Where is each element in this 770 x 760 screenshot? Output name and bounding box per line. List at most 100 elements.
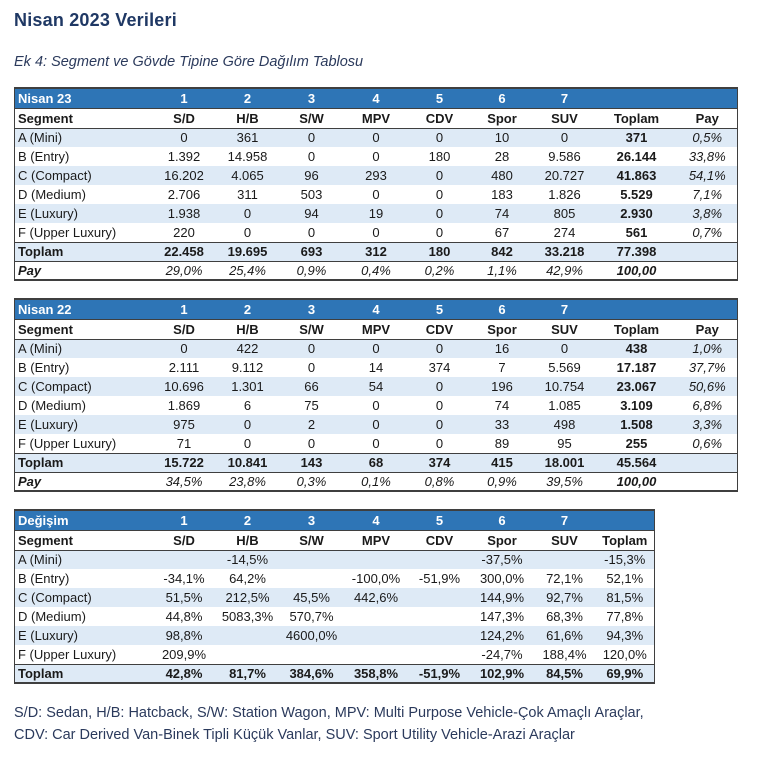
toplam-value-cell: 374	[408, 452, 471, 473]
table-row: C (Compact) 16.202 4.065 96 293 0 480 20.727 41.…	[14, 166, 738, 185]
table-row: B (Entry) 1.392 14.958 0 0 180 28 9.586 26.144 33…	[15, 147, 738, 166]
toplam-row: Toplam 22.458 19.695 693 312 180 842 33.218 77.3…	[14, 241, 738, 262]
col-header: MPV	[343, 319, 409, 340]
col-header: Spor	[470, 319, 534, 340]
pay-label-cell: Pay	[14, 261, 153, 280]
table-row: B (Entry) 2.111 9.112 0 14 374 7 5.569 17.187 37,…	[15, 358, 738, 377]
value-cell	[408, 588, 471, 607]
table-nisan-23: Nisan 23 1 2 3 4 5 6 7 Segment S/D H/B S/W MPV CDV Spo…	[14, 87, 738, 281]
value-cell: 438	[595, 339, 678, 358]
col-number: 3	[279, 510, 344, 531]
value-cell	[409, 645, 471, 664]
value-cell: 1.938	[152, 204, 216, 223]
value-cell: 1.826	[548, 187, 581, 202]
value-cell: -100,0%	[351, 571, 401, 586]
col-header: S/D	[152, 108, 216, 129]
segment-cell: E (Luxury)	[14, 626, 153, 645]
toplam-value-cell: 45.564	[595, 452, 678, 473]
value-cell: 422	[215, 339, 280, 358]
value-cell: 74	[470, 204, 534, 223]
segment-cell: A (Mini)	[14, 128, 153, 147]
toplam-row: Toplam 42,8% 81,7% 384,6% 358,8% -51,9% 102,9%…	[14, 663, 655, 684]
col-header: H/B	[215, 530, 280, 551]
col-number: 7	[533, 510, 596, 531]
pay-value-cell: 0,9%	[279, 261, 344, 280]
col-header: CDV	[408, 108, 471, 129]
table-row: A (Mini) 0 361 0 0 0 10 0 371 0,5%	[14, 128, 738, 147]
col-header: SUV	[533, 530, 596, 551]
pay-value-cell: 25,4%	[215, 261, 280, 280]
column-header-row: Segment S/D H/B S/W MPV CDV Spor SUV Toplam Pay	[14, 108, 738, 129]
value-cell: 2.111	[168, 360, 200, 375]
value-cell: 16.202	[152, 166, 216, 185]
value-cell: 75	[304, 398, 319, 413]
value-cell: 51,5%	[152, 588, 216, 607]
table-row: E (Luxury) 1.938 0 94 19 0 74 805 2.930 3,8%	[14, 204, 738, 223]
value-cell: 26.144	[616, 149, 657, 164]
toplam-value-cell: 102,9%	[470, 663, 534, 684]
value-cell: 480	[470, 166, 534, 185]
pay-value-cell: 23,8%	[215, 472, 280, 491]
value-cell: 10.754	[533, 377, 596, 396]
value-cell: 67	[494, 224, 510, 240]
value-cell: 300,0%	[479, 571, 525, 586]
value-cell: 0	[408, 415, 471, 434]
value-cell: 0	[435, 435, 444, 451]
pay-value-cell: 42,9%	[533, 261, 596, 280]
pay-value-cell: 34,5%	[152, 472, 216, 491]
footnote-line-2: CDV: Car Derived Van-Binek Tipli Küçük V…	[14, 726, 575, 743]
value-cell: 94	[279, 204, 344, 223]
value-cell: 89	[494, 435, 510, 451]
value-cell: 561	[625, 224, 648, 240]
pay-value-cell: 29,0%	[152, 261, 216, 280]
table-row: A (Mini) 0 422 0 0 0 16 0 438 1,0%	[14, 339, 738, 358]
value-cell: 0	[408, 377, 471, 396]
col-number: 1	[152, 299, 216, 320]
table-title-row: Değişim 1 2 3 4 5 6 7	[14, 510, 655, 531]
col-header: S/W	[279, 530, 344, 551]
value-cell: 4.065	[215, 166, 280, 185]
col-header: H/B	[215, 108, 280, 129]
toplam-row: Toplam 15.722 10.841 143 68 374 415 18.001 45.56…	[14, 452, 738, 473]
value-cell: 0	[533, 339, 596, 358]
value-cell: 374	[428, 360, 451, 375]
value-cell: 10	[470, 128, 534, 147]
value-cell: 77,8%	[606, 609, 644, 624]
value-cell: 0	[307, 435, 316, 451]
blank-cell	[595, 299, 678, 320]
value-cell: 7,1%	[692, 187, 723, 202]
pay-row: Pay 29,0% 25,4% 0,9% 0,4% 0,2% 1,1% 42,9% 100,00	[14, 261, 738, 280]
value-cell: 10.696	[152, 377, 216, 396]
col-header: Segment	[14, 108, 153, 129]
value-cell: 66	[279, 377, 344, 396]
table-row: D (Medium) 1.869 6 75 0 0 74 1.085 3.109 6,8%	[15, 396, 738, 415]
col-number: 6	[470, 299, 534, 320]
value-cell	[343, 626, 409, 645]
value-cell: 0	[152, 339, 216, 358]
value-cell: 45,5%	[279, 588, 344, 607]
blank-cell	[677, 88, 738, 109]
segment-cell: F (Upper Luxury)	[18, 646, 117, 662]
toplam-value-cell: 68	[343, 452, 409, 473]
col-number: 2	[215, 510, 280, 531]
value-cell: 54	[343, 377, 409, 396]
toplam-label-cell: Toplam	[14, 241, 153, 262]
value-cell: 72,1%	[546, 571, 583, 586]
pay-value-cell: 0,3%	[279, 472, 344, 491]
pay-value-cell: 100,00	[595, 472, 678, 491]
col-number: 4	[343, 510, 409, 531]
toplam-value-cell	[677, 241, 738, 262]
col-number: 4	[343, 299, 409, 320]
toplam-value-cell: 358,8%	[343, 663, 409, 684]
value-cell: 311	[237, 187, 258, 202]
value-cell: 3,3%	[677, 415, 738, 434]
pay-value-cell: 0,9%	[470, 472, 534, 491]
table-title-row: Nisan 23 1 2 3 4 5 6 7	[14, 88, 738, 109]
value-cell: 0	[408, 204, 471, 223]
value-cell: 570,7%	[289, 609, 334, 624]
toplam-value-cell: 312	[343, 241, 409, 262]
col-number: 2	[215, 299, 280, 320]
col-header: S/D	[152, 319, 216, 340]
value-cell: 9.586	[548, 149, 581, 164]
